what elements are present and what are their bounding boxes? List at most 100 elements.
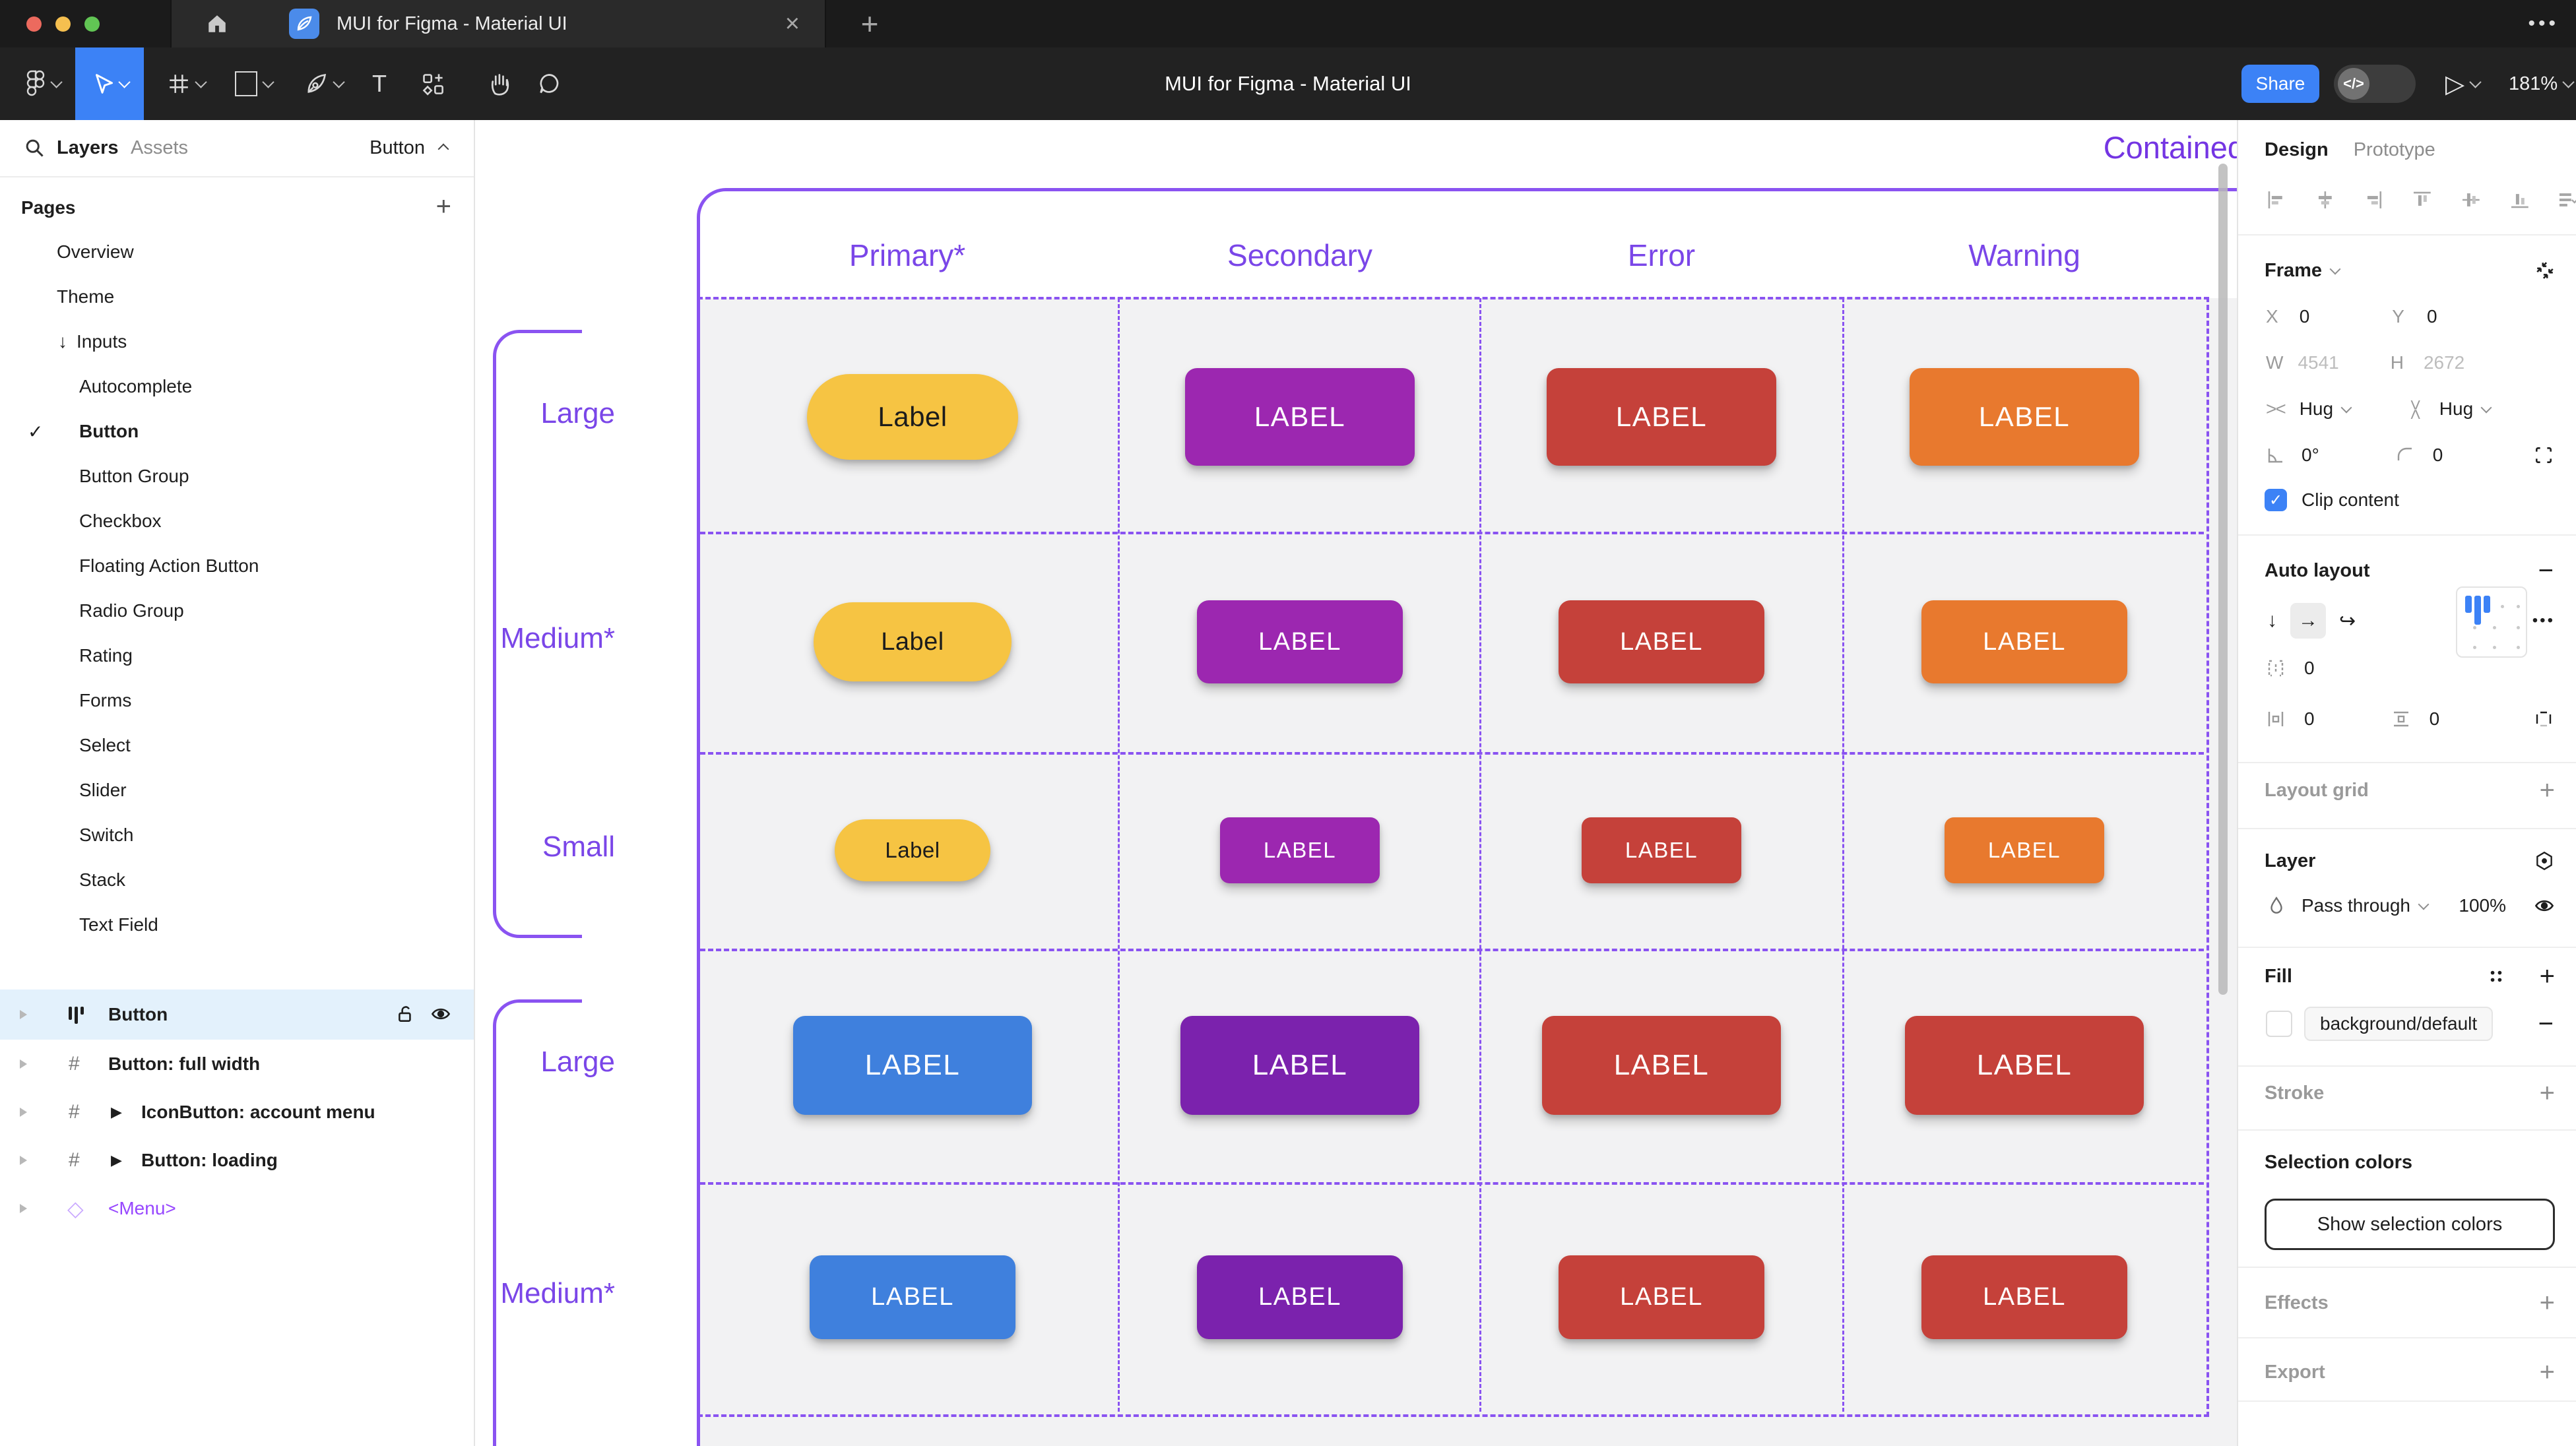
button-error-medium-alt[interactable]: LABEL [1559,1255,1764,1339]
traffic-minimize-button[interactable] [55,16,71,32]
tab-design[interactable]: Design [2265,139,2329,160]
canvas-scrollbar[interactable] [2218,164,2228,995]
vertical-padding-value[interactable]: 0 [2429,708,2440,729]
new-tab-button[interactable]: + [860,7,879,41]
resources-tool-button[interactable] [409,47,457,120]
frame-title[interactable]: Contained [2103,130,2237,165]
home-tab[interactable] [170,0,264,47]
button-secondary-large-alt[interactable]: LABEL [1180,1016,1419,1115]
button-warning-medium-alt[interactable]: LABEL [1921,1255,2127,1339]
page-item-select[interactable]: Select [79,735,131,755]
blend-style-icon[interactable] [2534,850,2555,871]
page-item-forms[interactable]: Forms [79,690,132,710]
frame-section-title[interactable]: Frame [2265,259,2323,281]
button-primary-medium-alt[interactable]: LABEL [810,1255,1015,1339]
tab-close-icon[interactable]: × [785,10,800,38]
button-error-large-alt[interactable]: LABEL [1542,1016,1781,1115]
file-tab[interactable]: MUI for Figma - Material UI × [263,0,826,47]
remove-fill-button[interactable]: − [2538,1009,2554,1038]
dev-mode-toggle[interactable]: </> [2334,65,2416,103]
auto-layout-down-icon[interactable]: ↓ [2267,610,2277,631]
page-item-inputs[interactable]: ↓ Inputs [58,331,127,352]
traffic-close-button[interactable] [26,16,42,32]
auto-layout-wrap-icon[interactable]: ↩ [2339,610,2356,632]
remove-auto-layout-button[interactable]: − [2538,555,2554,585]
expand-chevron-icon[interactable] [20,1203,27,1213]
corner-radius-value[interactable]: 0 [2432,445,2443,465]
rotation-value[interactable]: 0° [2302,445,2319,465]
traffic-zoom-button[interactable] [84,16,100,32]
y-value[interactable]: 0 [2426,306,2437,327]
button-secondary-small[interactable]: LABEL [1220,817,1380,883]
x-value[interactable]: 0 [2299,306,2310,327]
page-item-autocomplete[interactable]: Autocomplete [79,376,193,396]
align-right-icon[interactable] [2363,189,2384,211]
expand-chevron-icon[interactable] [20,1010,27,1019]
button-error-small[interactable]: LABEL [1582,817,1741,883]
add-page-button[interactable]: + [435,192,451,221]
page-selector[interactable]: Button [370,137,425,158]
horizontal-padding-value[interactable]: 0 [2304,708,2315,729]
h-value[interactable]: 2672 [2423,352,2465,373]
fill-token-chip[interactable]: background/default [2304,1007,2494,1041]
page-item-radio-group[interactable]: Radio Group [79,600,184,621]
main-menu-button[interactable] [15,47,71,120]
clip-content-checkbox[interactable]: ✓ [2265,489,2287,511]
page-item-rating[interactable]: Rating [79,645,133,666]
align-bottom-icon[interactable] [2509,189,2530,211]
expand-chevron-icon[interactable] [20,1107,27,1117]
button-warning-medium[interactable]: LABEL [1921,600,2127,683]
page-item-stack[interactable]: Stack [79,869,126,890]
hug-h-value[interactable]: Hug [2299,398,2334,419]
page-item-switch[interactable]: Switch [79,825,134,845]
page-item-button-group[interactable]: Button Group [79,466,189,486]
expand-chevron-icon[interactable] [20,1155,27,1165]
expand-chevron-icon[interactable] [20,1059,27,1069]
align-top-icon[interactable] [2412,189,2433,211]
layer-row-button-selected[interactable]: Button [0,990,474,1040]
button-primary-medium[interactable]: Label [814,602,1012,681]
page-item-button[interactable]: ✓ Button [28,421,139,442]
page-item-slider[interactable]: Slider [79,780,127,800]
independent-corners-icon[interactable] [2534,445,2554,465]
layer-row-button-loading[interactable]: # ▶ Button: loading [0,1136,474,1184]
align-left-icon[interactable] [2266,189,2287,211]
page-item-overview[interactable]: Overview [57,241,134,262]
button-secondary-large[interactable]: LABEL [1185,368,1415,466]
page-item-text-field[interactable]: Text Field [79,914,158,935]
window-more-icon[interactable]: ••• [2528,13,2559,34]
visibility-eye-icon[interactable] [430,1004,451,1024]
tab-prototype[interactable]: Prototype [2353,139,2435,160]
search-icon[interactable] [24,137,45,158]
move-tool-button[interactable] [75,47,144,120]
hand-tool-button[interactable] [476,47,524,120]
hug-v-value[interactable]: Hug [2439,398,2474,419]
auto-layout-more-icon[interactable]: ••• [2532,612,2555,629]
tab-assets[interactable]: Assets [131,137,189,158]
layer-row-button-full-width[interactable]: # Button: full width [0,1040,474,1088]
layer-row-iconbutton-account-menu[interactable]: # ▶ IconButton: account menu [0,1088,474,1136]
present-button[interactable]: ▷ [2445,47,2482,120]
shape-tool-button[interactable] [223,47,284,120]
fill-color-swatch[interactable] [2266,1011,2292,1037]
individual-padding-icon[interactable] [2534,709,2554,729]
page-item-checkbox[interactable]: Checkbox [79,511,162,531]
w-value[interactable]: 4541 [2298,352,2339,373]
page-item-fab[interactable]: Floating Action Button [79,555,259,576]
lock-open-icon[interactable] [396,1004,416,1024]
opacity-value[interactable]: 100% [2459,895,2506,916]
button-error-medium[interactable]: LABEL [1559,600,1764,683]
pen-tool-button[interactable] [293,47,354,120]
button-warning-large-alt[interactable]: LABEL [1905,1016,2144,1115]
layer-row-menu[interactable]: ◇ <Menu> [0,1184,474,1232]
button-primary-large-alt[interactable]: LABEL [793,1016,1032,1115]
show-selection-colors-button[interactable]: Show selection colors [2265,1199,2555,1250]
distribute-icon[interactable] [2556,189,2576,211]
align-h-center-icon[interactable] [2315,189,2336,211]
auto-layout-alignment-grid[interactable] [2456,586,2527,658]
auto-layout-right-icon-selected[interactable]: → [2290,603,2326,639]
tab-layers[interactable]: Layers [57,137,119,158]
button-secondary-medium[interactable]: LABEL [1197,600,1403,683]
collapse-icon[interactable] [2535,261,2555,280]
page-item-theme[interactable]: Theme [57,286,115,307]
